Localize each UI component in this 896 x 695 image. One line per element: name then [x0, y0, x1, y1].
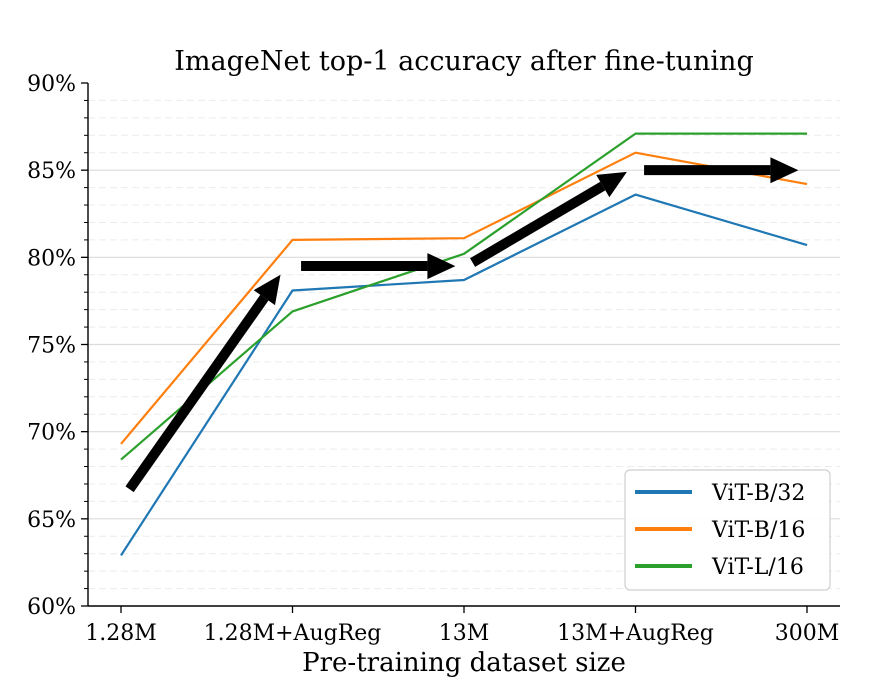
tick-labels: 60% 65% 70% 75% 80% 85% 90% 1.28M 1.28M+AugReg 13…: [27, 72, 839, 646]
annotation-arrow-shaft: [470, 181, 606, 267]
legend-box: [624, 469, 831, 591]
y-tick-label: 70%: [27, 421, 76, 446]
x-tick-label: 13M+AugReg: [557, 621, 714, 646]
legend-label: ViT-B/16: [711, 518, 805, 543]
x-tick-label: 13M: [439, 621, 490, 646]
x-tick-label: 300M: [775, 621, 840, 646]
legend-label: ViT-L/16: [711, 555, 804, 580]
annotation-arrow-shaft: [125, 294, 269, 493]
legend: ViT-B/32 ViT-B/16 ViT-L/16: [624, 469, 831, 591]
annotation-arrow-head: [596, 171, 627, 198]
annotation-arrow-head: [770, 157, 799, 184]
chart-title: ImageNet top-1 accuracy after fine-tunin…: [174, 46, 753, 77]
x-tick-label: 1.28M: [85, 621, 157, 646]
annotation-arrow-head: [427, 253, 456, 280]
series-lines: [120, 132, 808, 556]
x-axis-label: Pre-training dataset size: [302, 648, 626, 678]
legend-label: ViT-B/32: [711, 481, 805, 506]
annotation-arrows: [125, 157, 799, 493]
x-tick-label: 1.28M+AugReg: [204, 621, 382, 646]
grid: [88, 99, 840, 590]
y-tick-label: 65%: [27, 508, 76, 533]
annotation-arrow-head: [253, 274, 281, 306]
axes: [81, 82, 840, 613]
series-line: [120, 151, 808, 445]
y-tick-label: 75%: [27, 334, 76, 359]
y-tick-label: 90%: [27, 72, 76, 97]
y-tick-label: 85%: [27, 159, 76, 184]
series-line: [120, 132, 807, 461]
y-tick-label: 80%: [27, 246, 76, 271]
series-line: [120, 193, 808, 556]
y-tick-label: 60%: [27, 595, 76, 620]
